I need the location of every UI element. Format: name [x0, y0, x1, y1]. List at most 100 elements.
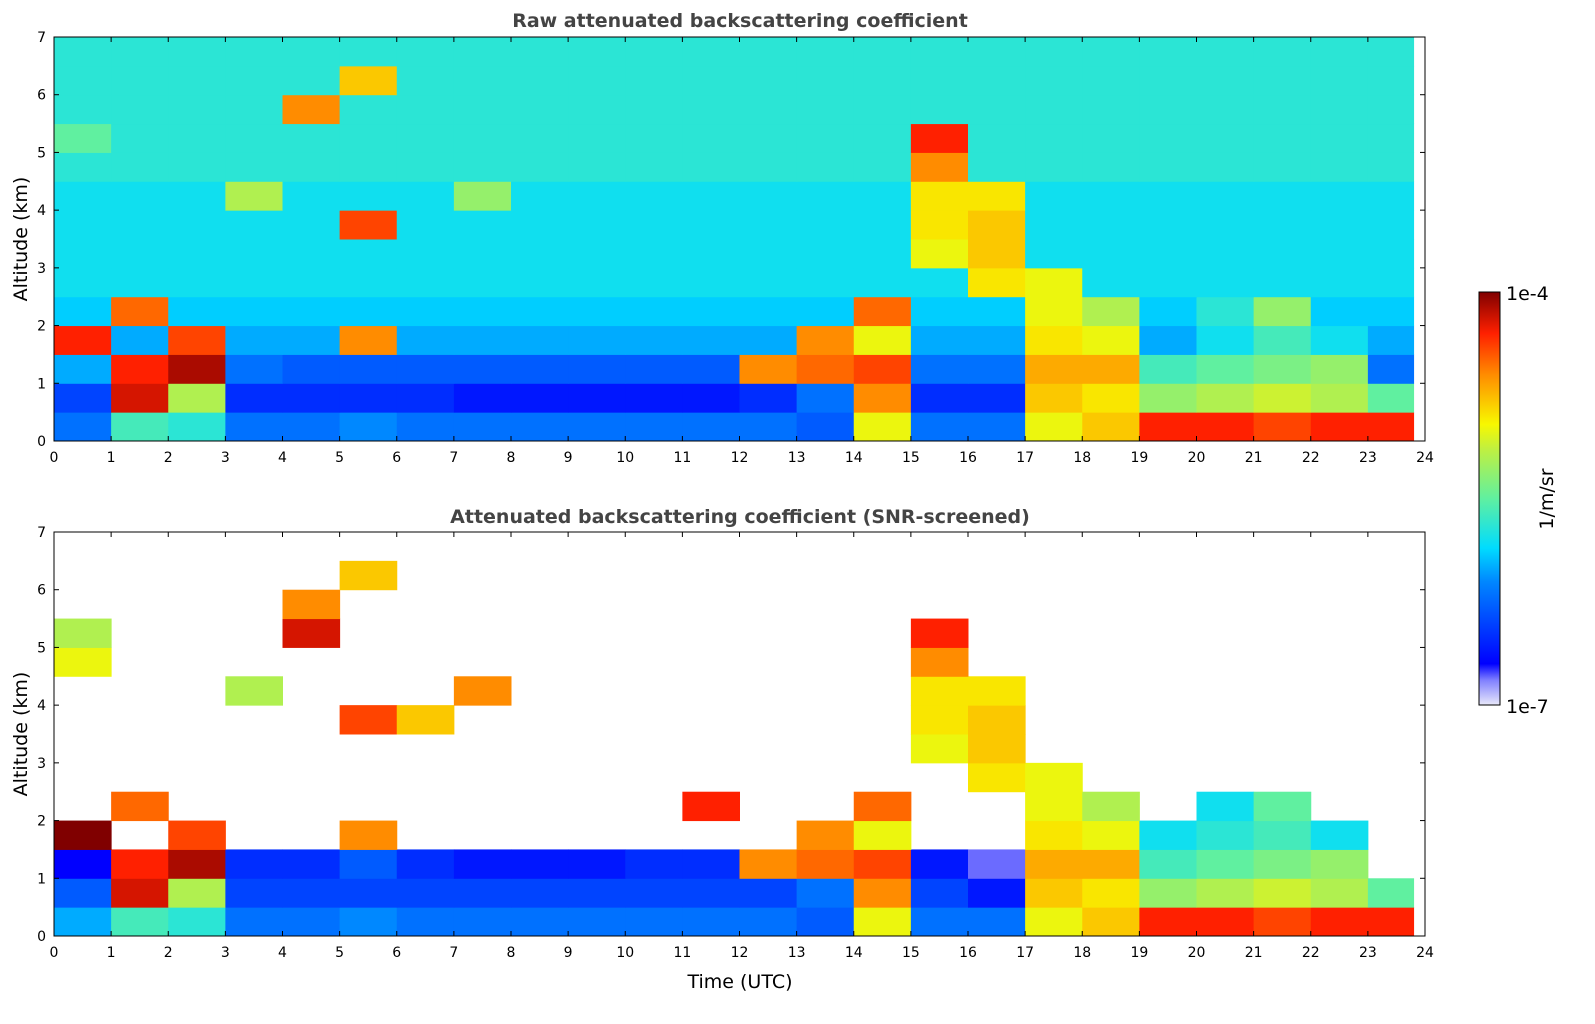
heatmap-cell: -5.7	[168, 123, 226, 153]
heatmap-cell: -6.2	[739, 412, 798, 442]
heatmap-cell: -5.8	[339, 239, 398, 269]
heatmap-cell: -6.2	[511, 907, 569, 937]
heatmap-cell: -4.6	[453, 676, 512, 706]
heatmap-cell: -4.3	[54, 325, 112, 355]
heatmap-cell: -6.2	[968, 412, 1026, 442]
y-tick-label: 0	[37, 929, 46, 945]
panel-title: Attenuated backscattering coefficient (S…	[450, 506, 1030, 528]
heatmap-cell: -5.7	[968, 65, 1026, 96]
heatmap-cell: -4.4	[339, 210, 398, 240]
heatmap-cell: -5.8	[625, 181, 683, 211]
heatmap-cell: -5.8	[1139, 267, 1197, 298]
heatmap-cell: -4.8	[1082, 412, 1140, 442]
heatmap-cell: -6.4	[54, 383, 112, 413]
heatmap-cell: -6	[54, 354, 112, 384]
heatmap-cell: -4.1	[168, 354, 226, 384]
heatmap-cell: -6.1	[339, 907, 398, 937]
heatmap-cell: -5.7	[1082, 65, 1140, 96]
heatmap-cell: -5.8	[1139, 181, 1197, 211]
x-tick-label: 6	[392, 450, 401, 466]
heatmap-cell: -5.7	[54, 37, 112, 67]
heatmap-cell: -6.4	[282, 878, 341, 908]
heatmap-cell: -5.7	[910, 94, 969, 125]
heatmap-cell: -4.8	[968, 210, 1026, 240]
heatmap-cell: -4.4	[1253, 907, 1312, 937]
heatmap-cell: -5.7	[796, 65, 855, 96]
heatmap-cell: -5.4	[1253, 354, 1312, 384]
heatmap-cell: -5.7	[225, 94, 283, 125]
heatmap-cell: -5.9	[1139, 296, 1197, 327]
y-tick-label: 1	[37, 871, 46, 887]
heatmap-cell: -5.7	[225, 37, 283, 67]
heatmap-cell: -4.3	[1310, 412, 1369, 442]
heatmap-cell: -5.2	[1196, 383, 1255, 413]
heatmap-cell: -5.5	[1196, 354, 1255, 384]
heatmap-cell: -6.5	[739, 383, 798, 413]
heatmap-cell: -6	[910, 325, 969, 355]
heatmap-cell: -5.7	[168, 907, 226, 937]
heatmap-cell: -5.8	[739, 181, 798, 211]
x-tick-label: 8	[507, 945, 516, 961]
heatmap-cell: -5.2	[1082, 791, 1140, 822]
heatmap-cell: -4.3	[1139, 907, 1197, 937]
heatmap-cell: -5.7	[511, 152, 569, 182]
heatmap-cell: -6.2	[511, 412, 569, 442]
heatmap-cell: -5.9	[682, 296, 740, 327]
heatmap-cell: -6.2	[568, 412, 626, 442]
heatmap-cell: -6	[54, 907, 112, 937]
heatmap-cell: -5.8	[511, 239, 569, 269]
x-tick-label: 2	[164, 945, 173, 961]
heatmap-cell: -5.9	[511, 296, 569, 327]
heatmap-cell: -4.8	[1025, 383, 1083, 413]
y-tick-label: 0	[37, 434, 46, 450]
heatmap-cell: -5.7	[968, 123, 1026, 153]
heatmap-cell: -6.2	[54, 412, 112, 442]
heatmap-cell: -6.2	[968, 907, 1026, 937]
x-axis-label: Time (UTC)	[686, 971, 792, 993]
heatmap-cell: -5.8	[225, 239, 283, 269]
heatmap-cell: -5.8	[682, 210, 740, 240]
heatmap-cell: -5.7	[1196, 152, 1255, 182]
x-tick-label: 21	[1245, 450, 1263, 466]
colorbar-gradient	[1478, 291, 1501, 706]
heatmap-cell: -6.2	[625, 907, 683, 937]
heatmap-cell: -4	[54, 820, 112, 850]
x-tick-label: 18	[1073, 450, 1091, 466]
x-tick-label: 1	[107, 945, 116, 961]
heatmap-cell: -5.2	[54, 618, 112, 648]
heatmap-cell: -6.2	[453, 412, 512, 442]
heatmap-cell: -5.5	[1367, 383, 1415, 413]
axes-raw: 0 1 2 3 4 5 6 7 8 9 10 11 12 13 14 15 16 17 18 19 20 21 22 23 24…	[37, 30, 1434, 466]
heatmap-cell: -5.6	[111, 907, 169, 937]
heatmap-cell: -5	[1025, 791, 1083, 822]
heatmap-cell: -5.8	[1082, 267, 1140, 298]
heatmap-cell: -5	[853, 907, 912, 937]
heatmap-cell: -5	[853, 820, 912, 850]
x-tick-label: 14	[845, 450, 863, 466]
heatmap-cell: -6.5	[910, 383, 969, 413]
heatmap-cell: -5.8	[796, 267, 855, 298]
heatmap-cell: -6.2	[396, 412, 455, 442]
colorbar-label: 1/m/sr	[1536, 468, 1558, 529]
heatmap-cell: -5.7	[1025, 65, 1083, 96]
heatmap-cell: -5.8	[1367, 267, 1415, 298]
x-tick-label: 12	[731, 450, 749, 466]
heatmap-cell: -5.7	[1139, 65, 1197, 96]
heatmap-cell: -5.8	[568, 181, 626, 211]
heatmap-cell: -5	[1025, 762, 1083, 793]
heatmap-cell: -5.8	[339, 267, 398, 298]
heatmap-cell: -5.7	[1310, 65, 1369, 96]
heatmap-cell: -5.8	[168, 210, 226, 240]
heatmap-cell: -5.8	[796, 181, 855, 211]
heatmap-cell: -5.7	[796, 152, 855, 182]
heatmap-cell: -4.3	[1310, 907, 1369, 937]
heatmap-cell: -5.7	[682, 65, 740, 96]
x-tick-label: 18	[1073, 945, 1091, 961]
heatmap-cell: -4.5	[111, 296, 169, 327]
heatmap-cell: -4.4	[339, 705, 398, 735]
heatmap-cell: -5.8	[1082, 181, 1140, 211]
heatmap-cell: -4.6	[339, 325, 398, 355]
heatmap-cell: -6.2	[1367, 354, 1415, 384]
heatmap-cell: -6.2	[225, 907, 283, 937]
heatmap-cell: -5.7	[54, 94, 112, 125]
